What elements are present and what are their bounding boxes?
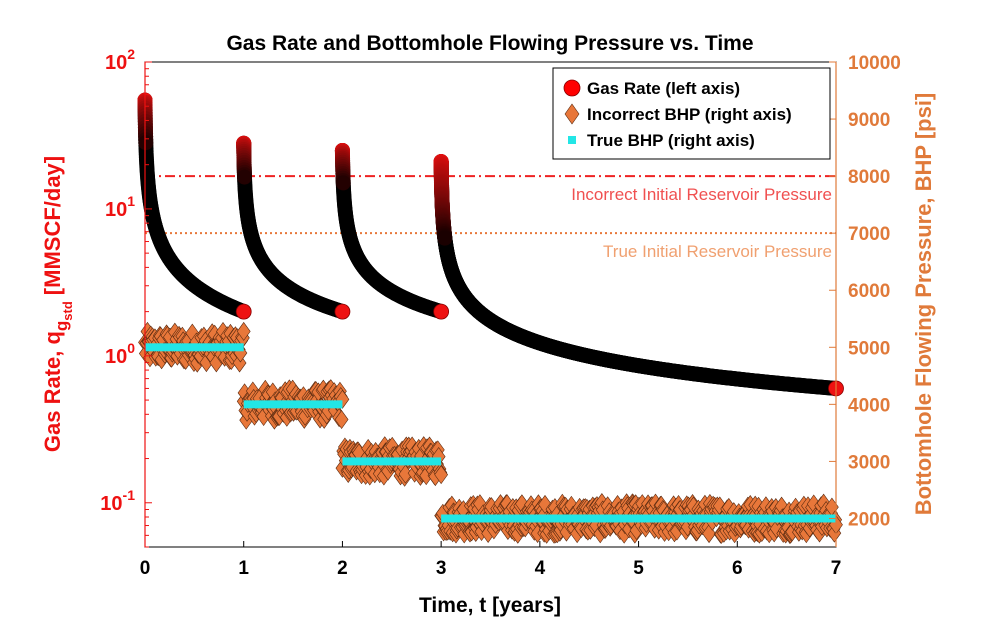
incorrect-bhp-point — [236, 321, 251, 341]
legend-entry: Incorrect BHP (right axis) — [587, 105, 792, 124]
legend: Gas Rate (left axis) Incorrect BHP (right… — [552, 67, 831, 160]
left-tick-label: 100 — [105, 340, 135, 368]
right-tick-label: 4000 — [848, 395, 890, 416]
legend-entry: True BHP (right axis) — [587, 131, 755, 150]
incorrect-bhp-point — [334, 410, 349, 430]
x-tick-label: 6 — [732, 558, 743, 579]
right-tick-label: 10000 — [848, 53, 901, 74]
gas-rate-point-early — [138, 135, 154, 151]
x-tick-label: 3 — [436, 558, 447, 579]
right-tick-label: 5000 — [848, 338, 890, 359]
left-axis-label-unit: [MMSCF/day] — [40, 156, 65, 295]
reference-line-label: True Initial Reservoir Pressure — [603, 242, 832, 261]
x-tick-label: 4 — [535, 558, 546, 579]
x-tick-label: 5 — [633, 558, 644, 579]
true-bhp-segment — [145, 343, 244, 352]
legend-marker-gas-rate — [563, 79, 581, 97]
left-axis-ticks: 10-1 100 101 102 — [100, 46, 152, 548]
gas-rate-point-early — [237, 169, 253, 185]
left-tick-label: 102 — [105, 46, 135, 74]
true-bhp-series — [145, 343, 836, 523]
plot-area: Incorrect Initial Reservoir Pressure True… — [137, 92, 844, 544]
x-tick-label: 0 — [140, 558, 151, 579]
right-tick-label: 8000 — [848, 167, 890, 188]
left-axis-label: Gas Rate, qgstd [MMSCF/day] — [40, 156, 75, 452]
reference-lines: Incorrect Initial Reservoir Pressure True… — [145, 175, 836, 261]
legend-box — [552, 67, 831, 160]
right-tick-label: 6000 — [848, 281, 890, 302]
right-axis-ticks: 2000 3000 4000 5000 6000 7000 8000 9000 10000 — [829, 53, 901, 547]
gas-rate-point-early — [335, 175, 351, 191]
legend-marker-true-bhp — [568, 136, 576, 144]
left-tick-label: 101 — [105, 193, 135, 221]
left-axis-label-sub: g — [52, 321, 71, 331]
gas-rate-series — [137, 92, 844, 397]
right-tick-label: 9000 — [848, 110, 890, 131]
gas-rate-point-early — [437, 230, 453, 246]
left-axis-label-main: Gas Rate, q — [40, 331, 65, 452]
true-bhp-segment — [342, 457, 442, 466]
true-bhp-segment — [441, 514, 836, 523]
x-tick-label: 7 — [831, 558, 842, 579]
right-tick-label: 2000 — [848, 509, 890, 530]
x-axis-label: Time, t [years] — [419, 594, 561, 617]
incorrect-bhp-point — [434, 465, 449, 485]
left-tick-label: 10-1 — [100, 487, 135, 515]
x-tick-label: 1 — [238, 558, 249, 579]
gas-rate-point — [433, 303, 450, 320]
legend-marker-incorrect-bhp — [564, 103, 580, 125]
left-axis-label-subsub: std — [60, 301, 75, 321]
x-axis-ticks: 0 1 2 3 4 5 6 7 — [140, 541, 842, 579]
gas-rate-point — [334, 303, 351, 320]
right-axis-label: Bottomhole Flowing Pressure, BHP [psi] — [911, 93, 936, 516]
true-bhp-segment — [243, 400, 343, 409]
gas-rate-point — [235, 303, 252, 320]
right-tick-label: 3000 — [848, 452, 890, 473]
x-tick-label: 2 — [337, 558, 348, 579]
reference-line-label: Incorrect Initial Reservoir Pressure — [571, 185, 832, 204]
right-tick-label: 7000 — [848, 224, 890, 245]
legend-entry: Gas Rate (left axis) — [587, 79, 740, 98]
chart-title: Gas Rate and Bottomhole Flowing Pressure… — [226, 32, 753, 55]
